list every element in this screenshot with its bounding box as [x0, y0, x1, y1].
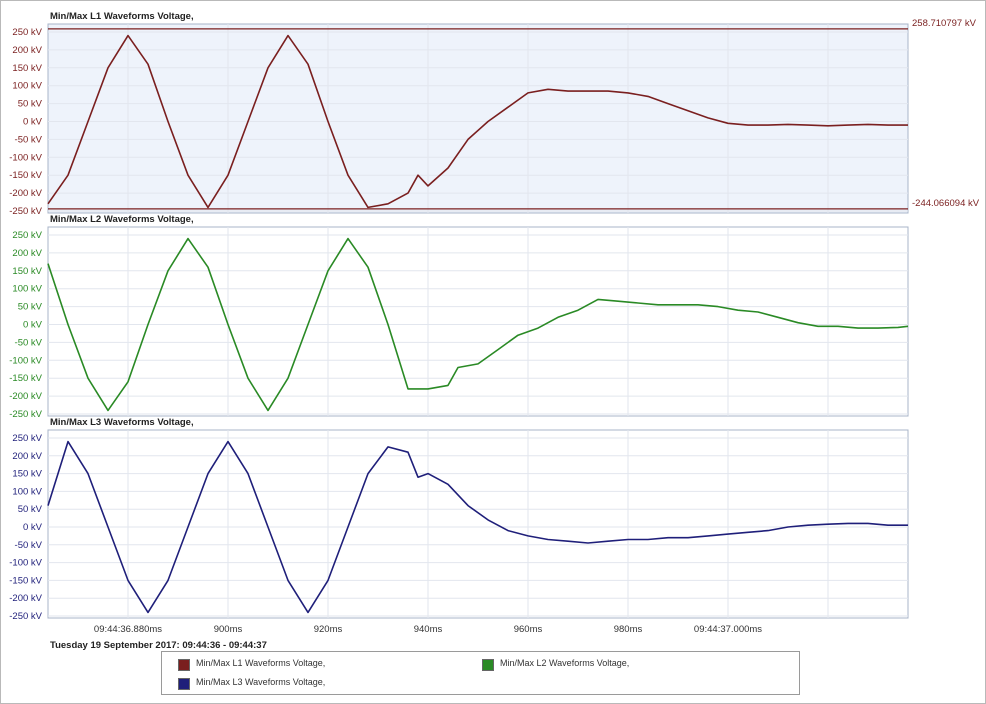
x-tick-label: 09:44:37.000ms: [694, 624, 762, 635]
y-tick-label: -50 kV: [15, 337, 43, 348]
y-tick-label: 250 kV: [12, 433, 42, 444]
y-tick-label: -100 kV: [9, 558, 42, 569]
y-tick-label: 50 kV: [18, 504, 43, 515]
y-tick-label: -100 kV: [9, 152, 42, 163]
max-marker-label: 258.710797 kV: [912, 18, 977, 29]
y-tick-label: -200 kV: [9, 188, 42, 199]
min-marker-label: -244.066094 kV: [912, 198, 980, 209]
y-tick-label: -50 kV: [15, 540, 43, 551]
y-tick-label: 100 kV: [12, 486, 42, 497]
y-tick-label: -50 kV: [15, 134, 43, 145]
y-tick-label: -150 kV: [9, 170, 42, 181]
y-tick-label: 250 kV: [12, 27, 42, 38]
plot-area: [47, 429, 909, 619]
y-tick-label: 100 kV: [12, 81, 42, 92]
y-tick-label: -250 kV: [9, 611, 42, 622]
panel-title-l2: Min/Max L2 Waveforms Voltage,: [50, 214, 194, 225]
plot-area: [47, 23, 909, 214]
x-tick-label: 940ms: [414, 624, 443, 635]
x-tick-label: 920ms: [314, 624, 343, 635]
y-tick-label: 150 kV: [12, 266, 42, 277]
y-tick-label: -100 kV: [9, 355, 42, 366]
y-tick-label: -250 kV: [9, 409, 42, 420]
y-tick-label: 150 kV: [12, 63, 42, 74]
x-tick-label: 960ms: [514, 624, 543, 635]
y-tick-label: -150 kV: [9, 373, 42, 384]
series-line: [47, 440, 908, 614]
y-tick-label: 0 kV: [23, 117, 43, 128]
panel-title-l1: Min/Max L1 Waveforms Voltage,: [50, 11, 194, 22]
series-line: [47, 237, 909, 412]
legend-label-l3: Min/Max L3 Waveforms Voltage,: [196, 677, 326, 687]
x-tick-label: 900ms: [214, 624, 243, 635]
date-range-label: Tuesday 19 September 2017: 09:44:36 - 09…: [50, 640, 267, 651]
legend-swatch-l2: [482, 659, 494, 671]
y-tick-label: -150 kV: [9, 575, 42, 586]
y-tick-label: 0 kV: [23, 522, 43, 533]
y-tick-label: 200 kV: [12, 451, 42, 462]
series-line: [47, 34, 908, 209]
x-tick-label: 09:44:36.880ms: [94, 624, 162, 635]
y-tick-label: 250 kV: [12, 230, 42, 241]
panel-title-l3: Min/Max L3 Waveforms Voltage,: [50, 417, 194, 428]
y-tick-label: 0 kV: [23, 320, 43, 331]
plot-area: [47, 226, 909, 417]
y-tick-label: 50 kV: [18, 302, 43, 313]
legend-swatch-l3: [178, 678, 190, 690]
y-tick-label: -200 kV: [9, 593, 42, 604]
legend-label-l1: Min/Max L1 Waveforms Voltage,: [196, 658, 326, 668]
y-tick-label: 150 kV: [12, 469, 42, 480]
legend-swatch-l1: [178, 659, 190, 671]
y-tick-label: 200 kV: [12, 248, 42, 259]
y-tick-label: 200 kV: [12, 45, 42, 56]
y-tick-label: 50 kV: [18, 99, 43, 110]
y-tick-label: 100 kV: [12, 284, 42, 295]
x-tick-label: 980ms: [614, 624, 643, 635]
y-tick-label: -250 kV: [9, 206, 42, 217]
legend-label-l2: Min/Max L2 Waveforms Voltage,: [500, 658, 630, 668]
y-tick-label: -200 kV: [9, 391, 42, 402]
legend: Min/Max L1 Waveforms Voltage, Min/Max L2…: [161, 651, 800, 695]
